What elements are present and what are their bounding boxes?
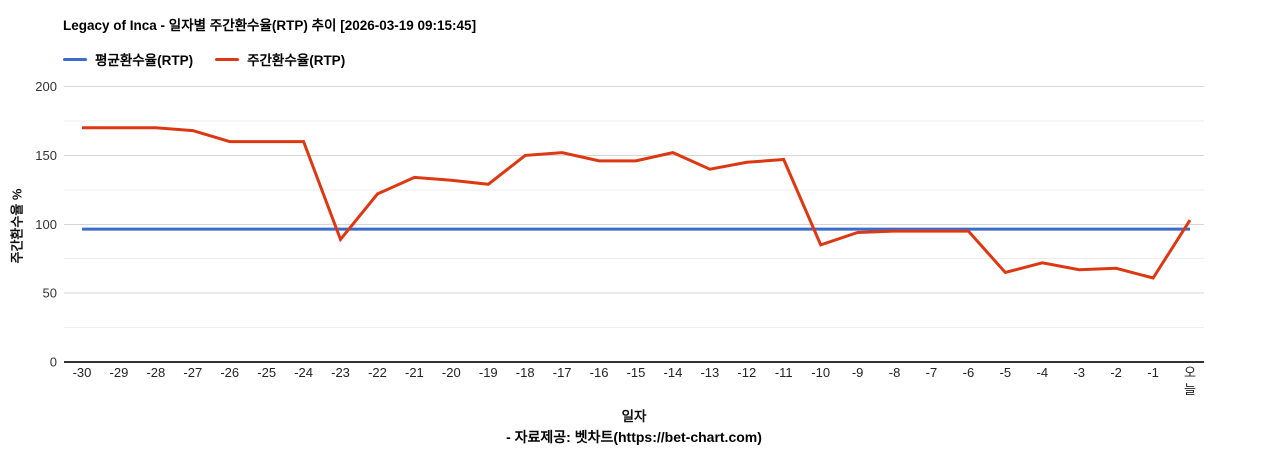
svg-text:-3: -3 — [1073, 365, 1085, 380]
svg-text:-29: -29 — [110, 365, 129, 380]
legend-label-weekly-rtp: 주간환수율(RTP) — [247, 53, 346, 68]
svg-text:-21: -21 — [405, 365, 424, 380]
svg-text:오: 오 — [1184, 365, 1196, 380]
svg-text:-2: -2 — [1110, 365, 1122, 380]
svg-text:50: 50 — [43, 286, 57, 301]
svg-text:-14: -14 — [664, 365, 683, 380]
source-footer: - 자료제공: 벳차트(https://bet-chart.com) — [506, 429, 762, 445]
svg-text:100: 100 — [35, 217, 57, 232]
svg-text:-6: -6 — [963, 365, 975, 380]
weekly-rtp-line-swatch — [215, 57, 240, 61]
svg-text:-11: -11 — [775, 365, 793, 380]
svg-text:-12: -12 — [737, 365, 756, 380]
svg-text:-26: -26 — [220, 365, 239, 380]
svg-text:-19: -19 — [479, 365, 498, 380]
svg-text:-24: -24 — [294, 365, 313, 380]
svg-text:-13: -13 — [700, 365, 719, 380]
svg-text:-18: -18 — [516, 365, 535, 380]
svg-text:-22: -22 — [368, 365, 387, 380]
svg-text:-23: -23 — [331, 365, 350, 380]
svg-text:0: 0 — [50, 355, 57, 370]
legend-label-average-rtp: 평균환수율(RTP) — [95, 53, 194, 68]
svg-text:-5: -5 — [1000, 365, 1012, 380]
chart-legend: 평균환수율(RTP) 주간환수율(RTP) — [63, 49, 345, 69]
svg-text:200: 200 — [35, 79, 57, 94]
chart-title: Legacy of Inca - 일자별 주간환수율(RTP) 추이 [2026… — [63, 18, 477, 33]
svg-text:-27: -27 — [183, 365, 202, 380]
svg-text:-16: -16 — [590, 365, 609, 380]
svg-text:-20: -20 — [442, 365, 461, 380]
svg-text:-1: -1 — [1147, 365, 1159, 380]
svg-text:-15: -15 — [627, 365, 646, 380]
svg-text:-8: -8 — [889, 365, 901, 380]
svg-text:150: 150 — [35, 148, 57, 163]
x-axis-title: 일자 — [621, 409, 647, 424]
svg-text:-28: -28 — [146, 365, 165, 380]
svg-text:-9: -9 — [852, 365, 864, 380]
average-rtp-line-swatch — [63, 57, 87, 61]
svg-text:-30: -30 — [73, 365, 92, 380]
svg-text:-7: -7 — [926, 365, 938, 380]
svg-text:-4: -4 — [1036, 365, 1048, 380]
svg-text:-10: -10 — [811, 365, 830, 380]
svg-text:늘: 늘 — [1184, 382, 1196, 397]
legend-item-weekly-rtp: 주간환수율(RTP) — [215, 49, 345, 69]
svg-text:-17: -17 — [553, 365, 572, 380]
svg-text:-25: -25 — [257, 365, 276, 380]
legend-item-average-rtp: 평균환수율(RTP) — [63, 49, 193, 69]
